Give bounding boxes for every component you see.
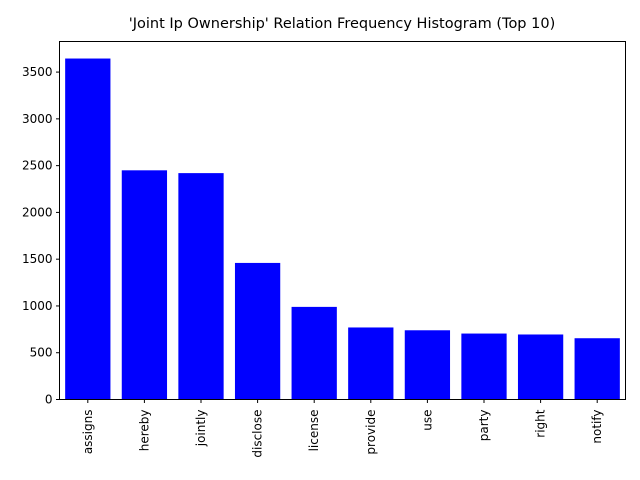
x-tick-label-right: right: [534, 409, 548, 437]
x-tick-label-license: license: [307, 410, 321, 452]
bar-license: [291, 306, 337, 400]
x-tick-label-provide: provide: [364, 410, 378, 455]
y-tick-label: 2500: [22, 159, 53, 173]
plot-frame: [59, 41, 626, 400]
chart-title: 'Joint Ip Ownership' Relation Frequency …: [129, 16, 555, 32]
y-tick-label: 2000: [22, 205, 53, 219]
x-tick-label-use: use: [420, 410, 434, 431]
y-tick-label: 3000: [22, 112, 53, 126]
x-tick-label-jointly: jointly: [194, 410, 208, 448]
x-tick-label-hereby: hereby: [137, 410, 151, 452]
y-tick-label: 3500: [22, 65, 53, 79]
x-tick-label-notify: notify: [590, 410, 604, 444]
bar-party: [461, 333, 507, 400]
y-tick-label: 1000: [22, 299, 53, 313]
x-tick-label-party: party: [477, 410, 491, 442]
y-tick-label: 0: [45, 393, 53, 407]
bar-right: [517, 334, 564, 400]
x-tick-label-disclose: disclose: [251, 410, 265, 458]
y-tick-label: 500: [30, 346, 53, 360]
y-axis: 0 500 1000 1500 2000 2500 3000 3500: [22, 65, 60, 407]
x-tick-label-assigns: assigns: [81, 410, 95, 455]
bar-notify: [574, 338, 620, 400]
bar-hereby: [121, 170, 168, 400]
bar-jointly: [178, 173, 224, 400]
bars-layer: [65, 58, 620, 400]
x-axis: assigns hereby jointly disclose license provi…: [81, 399, 604, 458]
bar-provide: [348, 327, 394, 400]
y-tick-label: 1500: [22, 252, 53, 266]
bar-use: [404, 330, 451, 400]
bar-assigns: [65, 58, 111, 400]
bar-disclose: [234, 262, 281, 400]
